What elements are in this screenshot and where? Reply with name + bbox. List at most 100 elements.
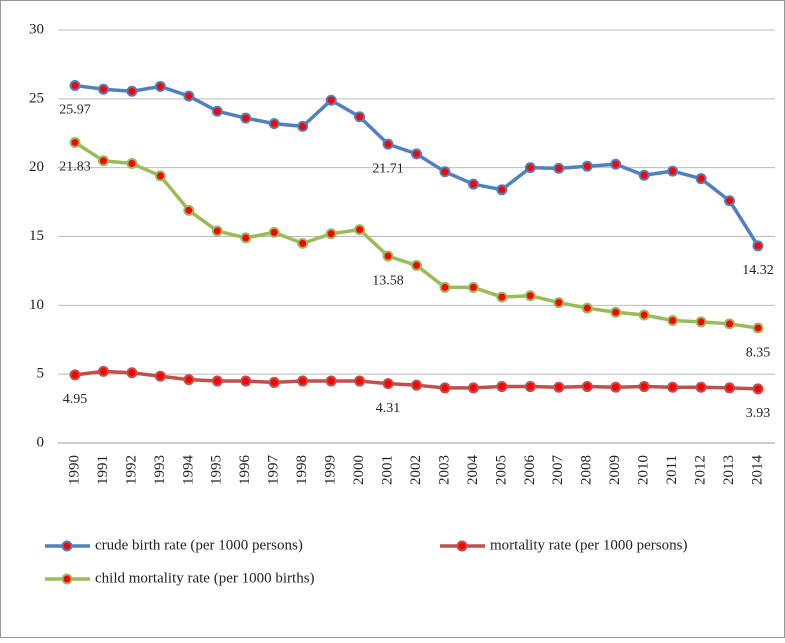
data-point: [268, 376, 280, 388]
data-label: 8.35: [746, 345, 771, 360]
data-point: [411, 259, 422, 271]
data-label: 25.97: [59, 103, 91, 118]
data-point: [97, 155, 109, 167]
y-tick-label: 5: [37, 366, 45, 382]
data-point: [467, 382, 479, 394]
x-tick-label: 2012: [693, 455, 709, 485]
data-label: 21.71: [372, 161, 404, 176]
x-tick-label: 1990: [66, 455, 82, 485]
x-tick-label: 2002: [408, 455, 424, 485]
x-tick-label: 2011: [664, 455, 680, 484]
data-point: [581, 302, 593, 314]
x-tick-label: 1997: [266, 455, 282, 486]
data-point: [524, 381, 536, 393]
data-point: [69, 79, 81, 91]
data-point: [581, 160, 593, 172]
data-point: [211, 105, 223, 117]
data-label: 14.32: [742, 263, 774, 278]
data-point: [553, 162, 565, 174]
x-tick-label: 1999: [323, 455, 339, 485]
data-point: [297, 120, 309, 132]
legend-marker: [61, 573, 73, 585]
data-point: [154, 170, 166, 182]
data-point: [752, 322, 764, 334]
data-point: [126, 158, 138, 170]
data-point: [467, 281, 479, 293]
legend-label: child mortality rate (per 1000 births): [95, 570, 315, 586]
data-point: [382, 250, 394, 262]
data-label: 13.58: [372, 273, 404, 288]
data-point: [325, 228, 337, 240]
data-point: [724, 382, 736, 394]
data-point: [154, 80, 166, 92]
x-tick-label: 1992: [123, 455, 139, 485]
x-tick-label: 2000: [351, 455, 367, 485]
data-point: [752, 383, 764, 395]
data-point: [183, 90, 195, 102]
data-point: [553, 381, 565, 393]
x-tick-label: 2008: [579, 455, 595, 485]
data-point: [354, 111, 366, 123]
x-tick-label: 2009: [607, 455, 623, 485]
legend-label: crude birth rate (per 1000 persons): [95, 537, 303, 553]
data-point: [126, 367, 138, 379]
data-point: [240, 375, 252, 387]
data-point: [524, 162, 536, 174]
data-point: [610, 306, 622, 318]
data-point: [667, 381, 679, 393]
data-point: [638, 309, 650, 321]
x-tick-label: 2007: [550, 455, 566, 486]
data-point: [610, 381, 622, 393]
data-point: [638, 169, 650, 181]
data-point: [667, 165, 679, 177]
data-point: [610, 158, 622, 170]
data-point: [354, 375, 366, 387]
data-point: [695, 316, 707, 328]
data-point: [724, 195, 736, 207]
data-point: [496, 291, 508, 303]
data-point: [325, 94, 337, 106]
x-tick-label: 2006: [522, 455, 538, 486]
data-point: [183, 374, 195, 386]
x-tick-label: 1991: [95, 455, 111, 485]
x-tick-label: 2014: [749, 455, 765, 486]
data-point: [69, 136, 81, 148]
data-point: [638, 381, 650, 393]
legend-marker: [456, 540, 468, 552]
data-point: [183, 204, 195, 216]
data-point: [667, 314, 679, 326]
data-point: [439, 166, 451, 178]
data-point: [97, 83, 109, 95]
data-point: [467, 178, 479, 190]
data-point: [382, 138, 394, 150]
data-label: 4.31: [376, 401, 401, 416]
x-tick-label: 1996: [237, 455, 253, 486]
data-point: [695, 381, 707, 393]
data-label: 3.93: [746, 406, 771, 421]
data-point: [411, 148, 422, 160]
x-tick-label: 2005: [493, 455, 509, 485]
data-label: 4.95: [63, 392, 88, 407]
data-point: [69, 369, 81, 381]
data-point: [439, 281, 451, 293]
data-point: [382, 378, 394, 390]
x-tick-label: 2001: [379, 455, 395, 485]
y-tick-label: 10: [29, 297, 44, 313]
data-point: [240, 232, 252, 244]
x-tick-label: 1994: [180, 455, 196, 486]
data-point: [154, 370, 166, 382]
data-point: [724, 318, 736, 330]
data-point: [325, 375, 337, 387]
legend-label: mortality rate (per 1000 persons): [490, 537, 687, 553]
x-tick-label: 1993: [152, 455, 168, 485]
x-tick-label: 1995: [209, 455, 225, 485]
data-point: [752, 240, 764, 252]
data-point: [240, 112, 252, 124]
data-point: [268, 226, 280, 238]
data-label: 21.83: [59, 160, 91, 175]
data-point: [297, 375, 309, 387]
x-tick-label: 2013: [721, 455, 737, 485]
